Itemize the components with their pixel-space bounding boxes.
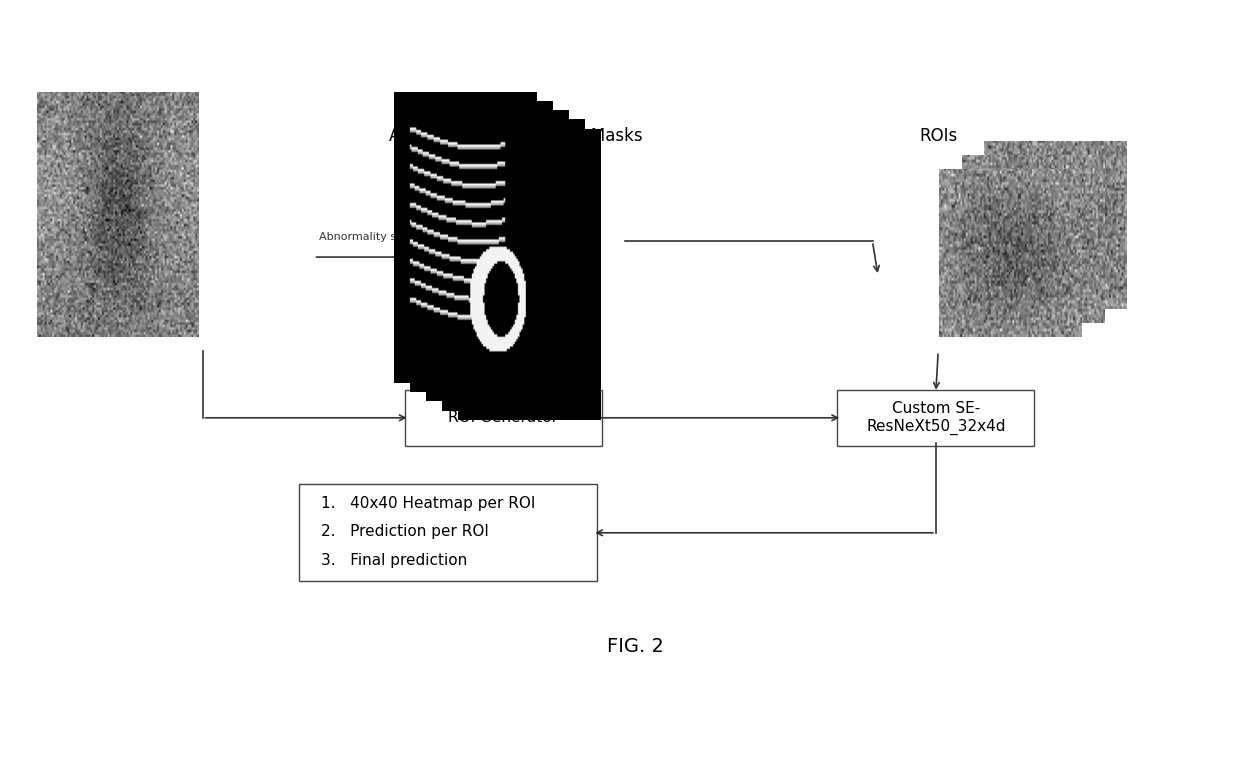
Text: FIG. 2: FIG. 2: [608, 637, 663, 656]
FancyBboxPatch shape: [837, 390, 1034, 446]
FancyBboxPatch shape: [404, 390, 601, 446]
Text: ROIs: ROIs: [919, 127, 957, 145]
Text: ROI Generator: ROI Generator: [449, 411, 558, 425]
FancyBboxPatch shape: [299, 484, 596, 581]
Text: 3.   Final prediction: 3. Final prediction: [321, 553, 467, 568]
Text: Custom SE-
ResNeXt50_32x4d: Custom SE- ResNeXt50_32x4d: [866, 401, 1006, 434]
Text: 2.   Prediction per ROI: 2. Prediction per ROI: [321, 525, 489, 539]
Text: 1.   40x40 Heatmap per ROI: 1. 40x40 Heatmap per ROI: [321, 496, 536, 511]
Text: Abnormality segmenter: Abnormality segmenter: [319, 232, 450, 242]
Text: Anatomy Segmentation Masks: Anatomy Segmentation Masks: [388, 127, 642, 145]
